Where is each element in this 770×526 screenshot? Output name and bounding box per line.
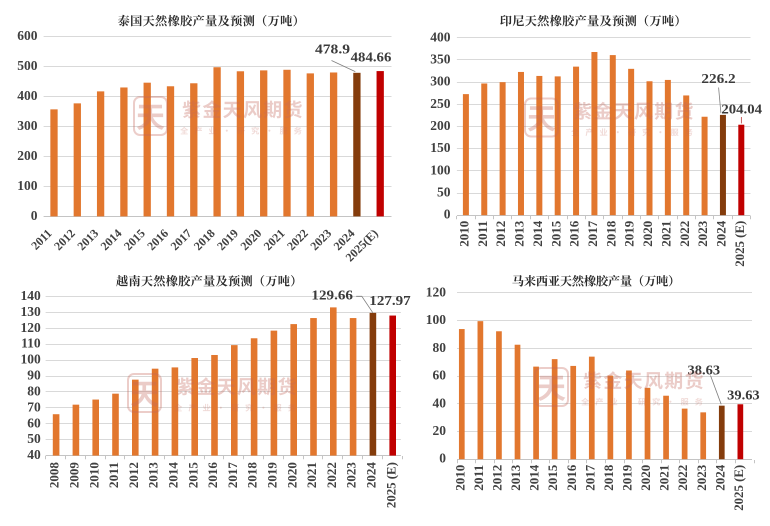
svg-text:2019: 2019: [266, 462, 280, 488]
svg-text:50: 50: [27, 431, 41, 446]
svg-text:2014: 2014: [528, 464, 542, 491]
svg-text:2025 (E): 2025 (E): [733, 221, 747, 267]
svg-text:2011: 2011: [472, 465, 486, 491]
svg-text:2019: 2019: [621, 465, 635, 491]
svg-text:400: 400: [430, 29, 451, 44]
svg-text:129.66: 129.66: [311, 289, 353, 304]
svg-text:2015: 2015: [549, 221, 563, 247]
svg-text:120: 120: [426, 284, 447, 299]
svg-text:0: 0: [439, 451, 446, 466]
svg-text:120: 120: [20, 320, 41, 335]
svg-text:2012: 2012: [127, 462, 141, 488]
svg-text:2014: 2014: [167, 461, 181, 488]
svg-text:140: 140: [20, 288, 41, 303]
svg-text:39.63: 39.63: [727, 388, 760, 403]
svg-text:100: 100: [426, 312, 447, 327]
svg-text:20: 20: [433, 423, 447, 438]
svg-text:2012: 2012: [491, 465, 505, 491]
svg-text:0: 0: [31, 208, 38, 223]
svg-text:2015: 2015: [546, 465, 560, 491]
svg-text:2024: 2024: [713, 464, 727, 491]
svg-text:2023: 2023: [695, 465, 709, 491]
svg-text:150: 150: [430, 140, 451, 155]
svg-text:2014: 2014: [531, 220, 545, 247]
svg-text:200: 200: [430, 118, 451, 133]
svg-text:70: 70: [27, 399, 41, 414]
svg-text:2020: 2020: [641, 221, 655, 247]
svg-text:600: 600: [17, 28, 38, 43]
svg-text:2015: 2015: [186, 462, 200, 488]
svg-text:80: 80: [433, 340, 447, 355]
svg-text:200: 200: [17, 148, 38, 163]
svg-text:40: 40: [27, 447, 41, 462]
svg-text:226.2: 226.2: [701, 72, 735, 87]
svg-text:2010: 2010: [458, 221, 472, 247]
svg-text:2023: 2023: [345, 462, 359, 488]
svg-text:2021: 2021: [660, 221, 674, 247]
svg-text:2011: 2011: [107, 462, 121, 488]
svg-text:2025 (E): 2025 (E): [384, 462, 398, 508]
svg-text:2021: 2021: [658, 465, 672, 491]
svg-text:2018: 2018: [246, 462, 260, 488]
svg-text:500: 500: [17, 58, 38, 73]
svg-text:2024: 2024: [715, 220, 729, 247]
svg-text:300: 300: [17, 118, 38, 133]
svg-text:2019: 2019: [623, 221, 637, 247]
svg-text:2013: 2013: [509, 465, 523, 491]
svg-text:2018: 2018: [604, 221, 618, 247]
svg-text:2016: 2016: [568, 221, 582, 247]
svg-text:2010: 2010: [453, 465, 467, 491]
svg-text:2017: 2017: [583, 465, 597, 491]
svg-text:0: 0: [444, 207, 451, 222]
svg-text:2022: 2022: [678, 221, 692, 247]
svg-text:60: 60: [433, 368, 447, 383]
svg-text:2009: 2009: [68, 462, 82, 488]
svg-text:100: 100: [20, 352, 41, 367]
svg-text:130: 130: [20, 304, 41, 319]
svg-text:2021: 2021: [305, 462, 319, 488]
svg-text:60: 60: [27, 415, 41, 430]
svg-text:2018: 2018: [602, 465, 616, 491]
svg-text:2010: 2010: [87, 462, 101, 488]
svg-text:2016: 2016: [206, 462, 220, 488]
svg-text:100: 100: [430, 162, 451, 177]
svg-text:2016: 2016: [565, 465, 579, 491]
svg-text:127.97: 127.97: [369, 294, 410, 309]
svg-text:2020: 2020: [639, 465, 653, 491]
svg-text:300: 300: [430, 74, 451, 89]
svg-text:350: 350: [430, 52, 451, 67]
svg-text:80: 80: [27, 383, 41, 398]
svg-text:2013: 2013: [513, 221, 527, 247]
svg-text:484.66: 484.66: [351, 51, 392, 66]
svg-text:2008: 2008: [48, 462, 62, 488]
svg-text:400: 400: [17, 88, 38, 103]
svg-text:100: 100: [17, 178, 38, 193]
svg-text:2013: 2013: [147, 462, 161, 488]
svg-text:2017: 2017: [586, 221, 600, 247]
svg-text:2024: 2024: [365, 461, 379, 488]
svg-text:40: 40: [433, 395, 447, 410]
svg-text:478.9: 478.9: [315, 43, 350, 58]
svg-text:250: 250: [430, 96, 451, 111]
svg-text:110: 110: [21, 336, 41, 351]
svg-text:2011: 2011: [476, 221, 490, 247]
svg-text:2017: 2017: [226, 462, 240, 488]
svg-text:2023: 2023: [696, 221, 710, 247]
svg-text:2025 (E): 2025 (E): [732, 465, 746, 511]
svg-text:2020: 2020: [285, 462, 299, 488]
svg-text:50: 50: [437, 185, 451, 200]
svg-text:2022: 2022: [676, 465, 690, 491]
svg-text:204.04: 204.04: [721, 103, 762, 118]
svg-text:2022: 2022: [325, 462, 339, 488]
svg-text:2012: 2012: [494, 221, 508, 247]
svg-text:90: 90: [27, 368, 41, 383]
